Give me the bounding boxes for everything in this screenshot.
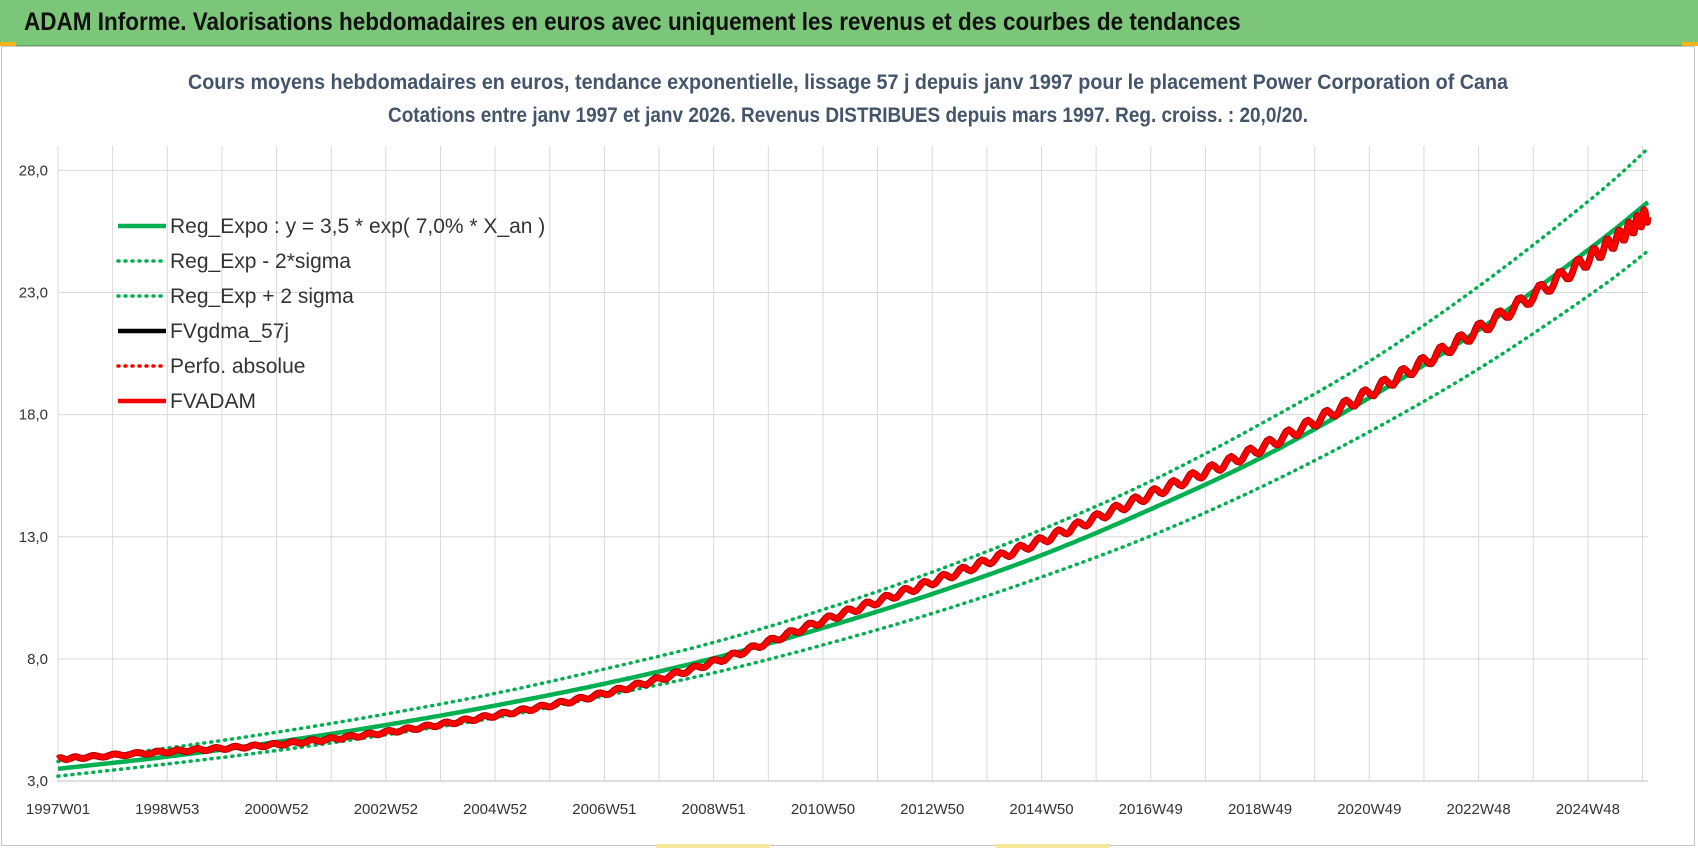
legend-label: FVADAM [170,390,256,413]
y-tick-label: 28,0 [19,162,48,179]
x-tick-label: 2010W50 [791,801,855,818]
x-tick-label: 2024W48 [1556,801,1620,818]
x-tick-label: 1997W01 [26,801,90,818]
bottom-marker-1 [656,844,770,848]
y-tick-label: 23,0 [19,285,48,302]
y-tick-label: 3,0 [27,773,48,790]
grid-lines [57,146,1648,782]
x-tick-label: 2006W51 [572,801,636,818]
x-tick-label: 2016W49 [1119,801,1183,818]
chart-title: Cours moyens hebdomadaires en euros, ten… [188,71,1508,127]
legend: Reg_Expo : y = 3,5 * exp( 7,0% * X_an ) R… [116,215,545,413]
chart: Cours moyens hebdomadaires en euros, ten… [19,71,1652,818]
plot-area [55,146,1652,778]
y-tick-label: 18,0 [19,407,48,424]
y-tick-label: 8,0 [27,651,48,668]
x-tick-label: 2014W50 [1009,801,1073,818]
legend-label: Reg_Exp - 2*sigma [170,250,351,273]
x-tick-label: 2000W52 [244,801,308,818]
x-tick-label: 2004W52 [463,801,527,818]
series-line [56,249,1650,778]
series-line [56,146,1650,764]
legend-label: Reg_Exp + 2 sigma [170,285,354,308]
legend-label: Perfo. absolue [170,355,305,378]
bottom-marker-2 [996,844,1110,848]
x-tick-label: 2012W50 [900,801,964,818]
x-tick-label: 2002W52 [354,801,418,818]
y-tick-label: 13,0 [19,529,48,546]
x-tick-label: 2022W48 [1446,801,1510,818]
x-tick-label: 1998W53 [135,801,199,818]
report-banner: ADAM Informe. Valorisations hebdomadaire… [0,0,1698,46]
corner-marker-left [0,42,16,46]
x-tick-label: 2008W51 [682,801,746,818]
x-tick-label: 2020W49 [1337,801,1401,818]
chart-frame [1,46,1695,846]
axes: 3,0 8,0 13,0 18,0 23,0 28,0 1997W01 1998W53 2000… [19,162,1648,818]
report-title: ADAM Informe. Valorisations hebdomadaire… [24,8,1241,36]
corner-marker-right [1682,42,1698,46]
legend-label: FVgdma_57j [170,320,289,343]
chart-title-line-2: Cotations entre janv 1997 et janv 2026. … [388,104,1308,127]
legend-label: Reg_Expo : y = 3,5 * exp( 7,0% * X_an ) [170,215,545,238]
chart-title-line-1: Cours moyens hebdomadaires en euros, ten… [188,71,1508,94]
x-tick-label: 2018W49 [1228,801,1292,818]
series-line [56,207,1651,763]
